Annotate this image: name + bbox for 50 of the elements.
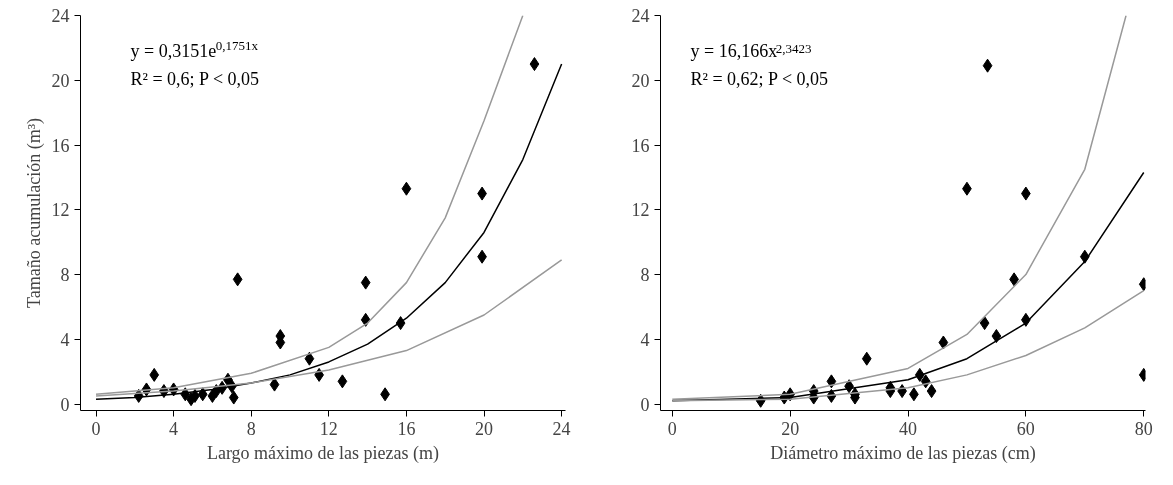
point bbox=[337, 374, 348, 389]
point bbox=[149, 367, 160, 382]
x-tick-label: 16 bbox=[397, 418, 416, 439]
y-tick-label: 12 bbox=[631, 200, 650, 221]
point bbox=[197, 387, 208, 402]
point bbox=[401, 181, 412, 196]
point bbox=[861, 351, 872, 366]
y-tick-label: 4 bbox=[60, 329, 70, 350]
y-axis-title: Tamaño acumulación (m³) bbox=[23, 117, 45, 309]
point bbox=[938, 335, 949, 350]
y-tick-label: 24 bbox=[51, 6, 70, 26]
point bbox=[529, 57, 540, 72]
x-tick-label: 20 bbox=[475, 418, 494, 439]
x-tick-label: 0 bbox=[667, 418, 677, 439]
y-tick-label: 0 bbox=[640, 394, 650, 415]
y-tick-label: 8 bbox=[60, 265, 70, 286]
x-tick-label: 8 bbox=[246, 418, 256, 439]
x-tick-label: 40 bbox=[899, 418, 918, 439]
y-tick-label: 0 bbox=[60, 394, 70, 415]
point bbox=[304, 351, 315, 366]
y-tick-label: 20 bbox=[631, 70, 650, 91]
x-tick-label: 4 bbox=[169, 418, 179, 439]
x-tick-label: 80 bbox=[1134, 418, 1153, 439]
x-tick-label: 12 bbox=[319, 418, 338, 439]
point bbox=[991, 329, 1002, 344]
y-tick-label: 8 bbox=[640, 265, 650, 286]
x-tick-label: 20 bbox=[781, 418, 800, 439]
point bbox=[269, 377, 280, 392]
point bbox=[826, 374, 837, 389]
point bbox=[926, 384, 937, 399]
point bbox=[982, 58, 993, 73]
point bbox=[360, 312, 371, 327]
annotation: R² = 0,62; P < 0,05 bbox=[690, 68, 829, 89]
y-tick-label: 24 bbox=[631, 6, 650, 26]
point bbox=[1079, 249, 1090, 264]
y-tick-label: 20 bbox=[51, 70, 70, 91]
y-tick-label: 4 bbox=[640, 329, 650, 350]
x-axis-title: Largo máximo de las piezas (m) bbox=[206, 442, 440, 464]
y-tick-label: 12 bbox=[51, 200, 70, 221]
x-axis-title: Diámetro máximo de las piezas (cm) bbox=[770, 442, 1036, 464]
point bbox=[360, 275, 371, 290]
point bbox=[979, 316, 990, 331]
point bbox=[228, 390, 239, 405]
x-tick-label: 60 bbox=[1016, 418, 1035, 439]
point bbox=[232, 272, 243, 287]
y-tick-label: 16 bbox=[631, 135, 650, 156]
annotation: R² = 0,6; P < 0,05 bbox=[130, 68, 260, 89]
x-tick-label: 0 bbox=[91, 418, 101, 439]
y-tick-label: 16 bbox=[51, 135, 70, 156]
x-tick-label: 24 bbox=[552, 418, 571, 439]
